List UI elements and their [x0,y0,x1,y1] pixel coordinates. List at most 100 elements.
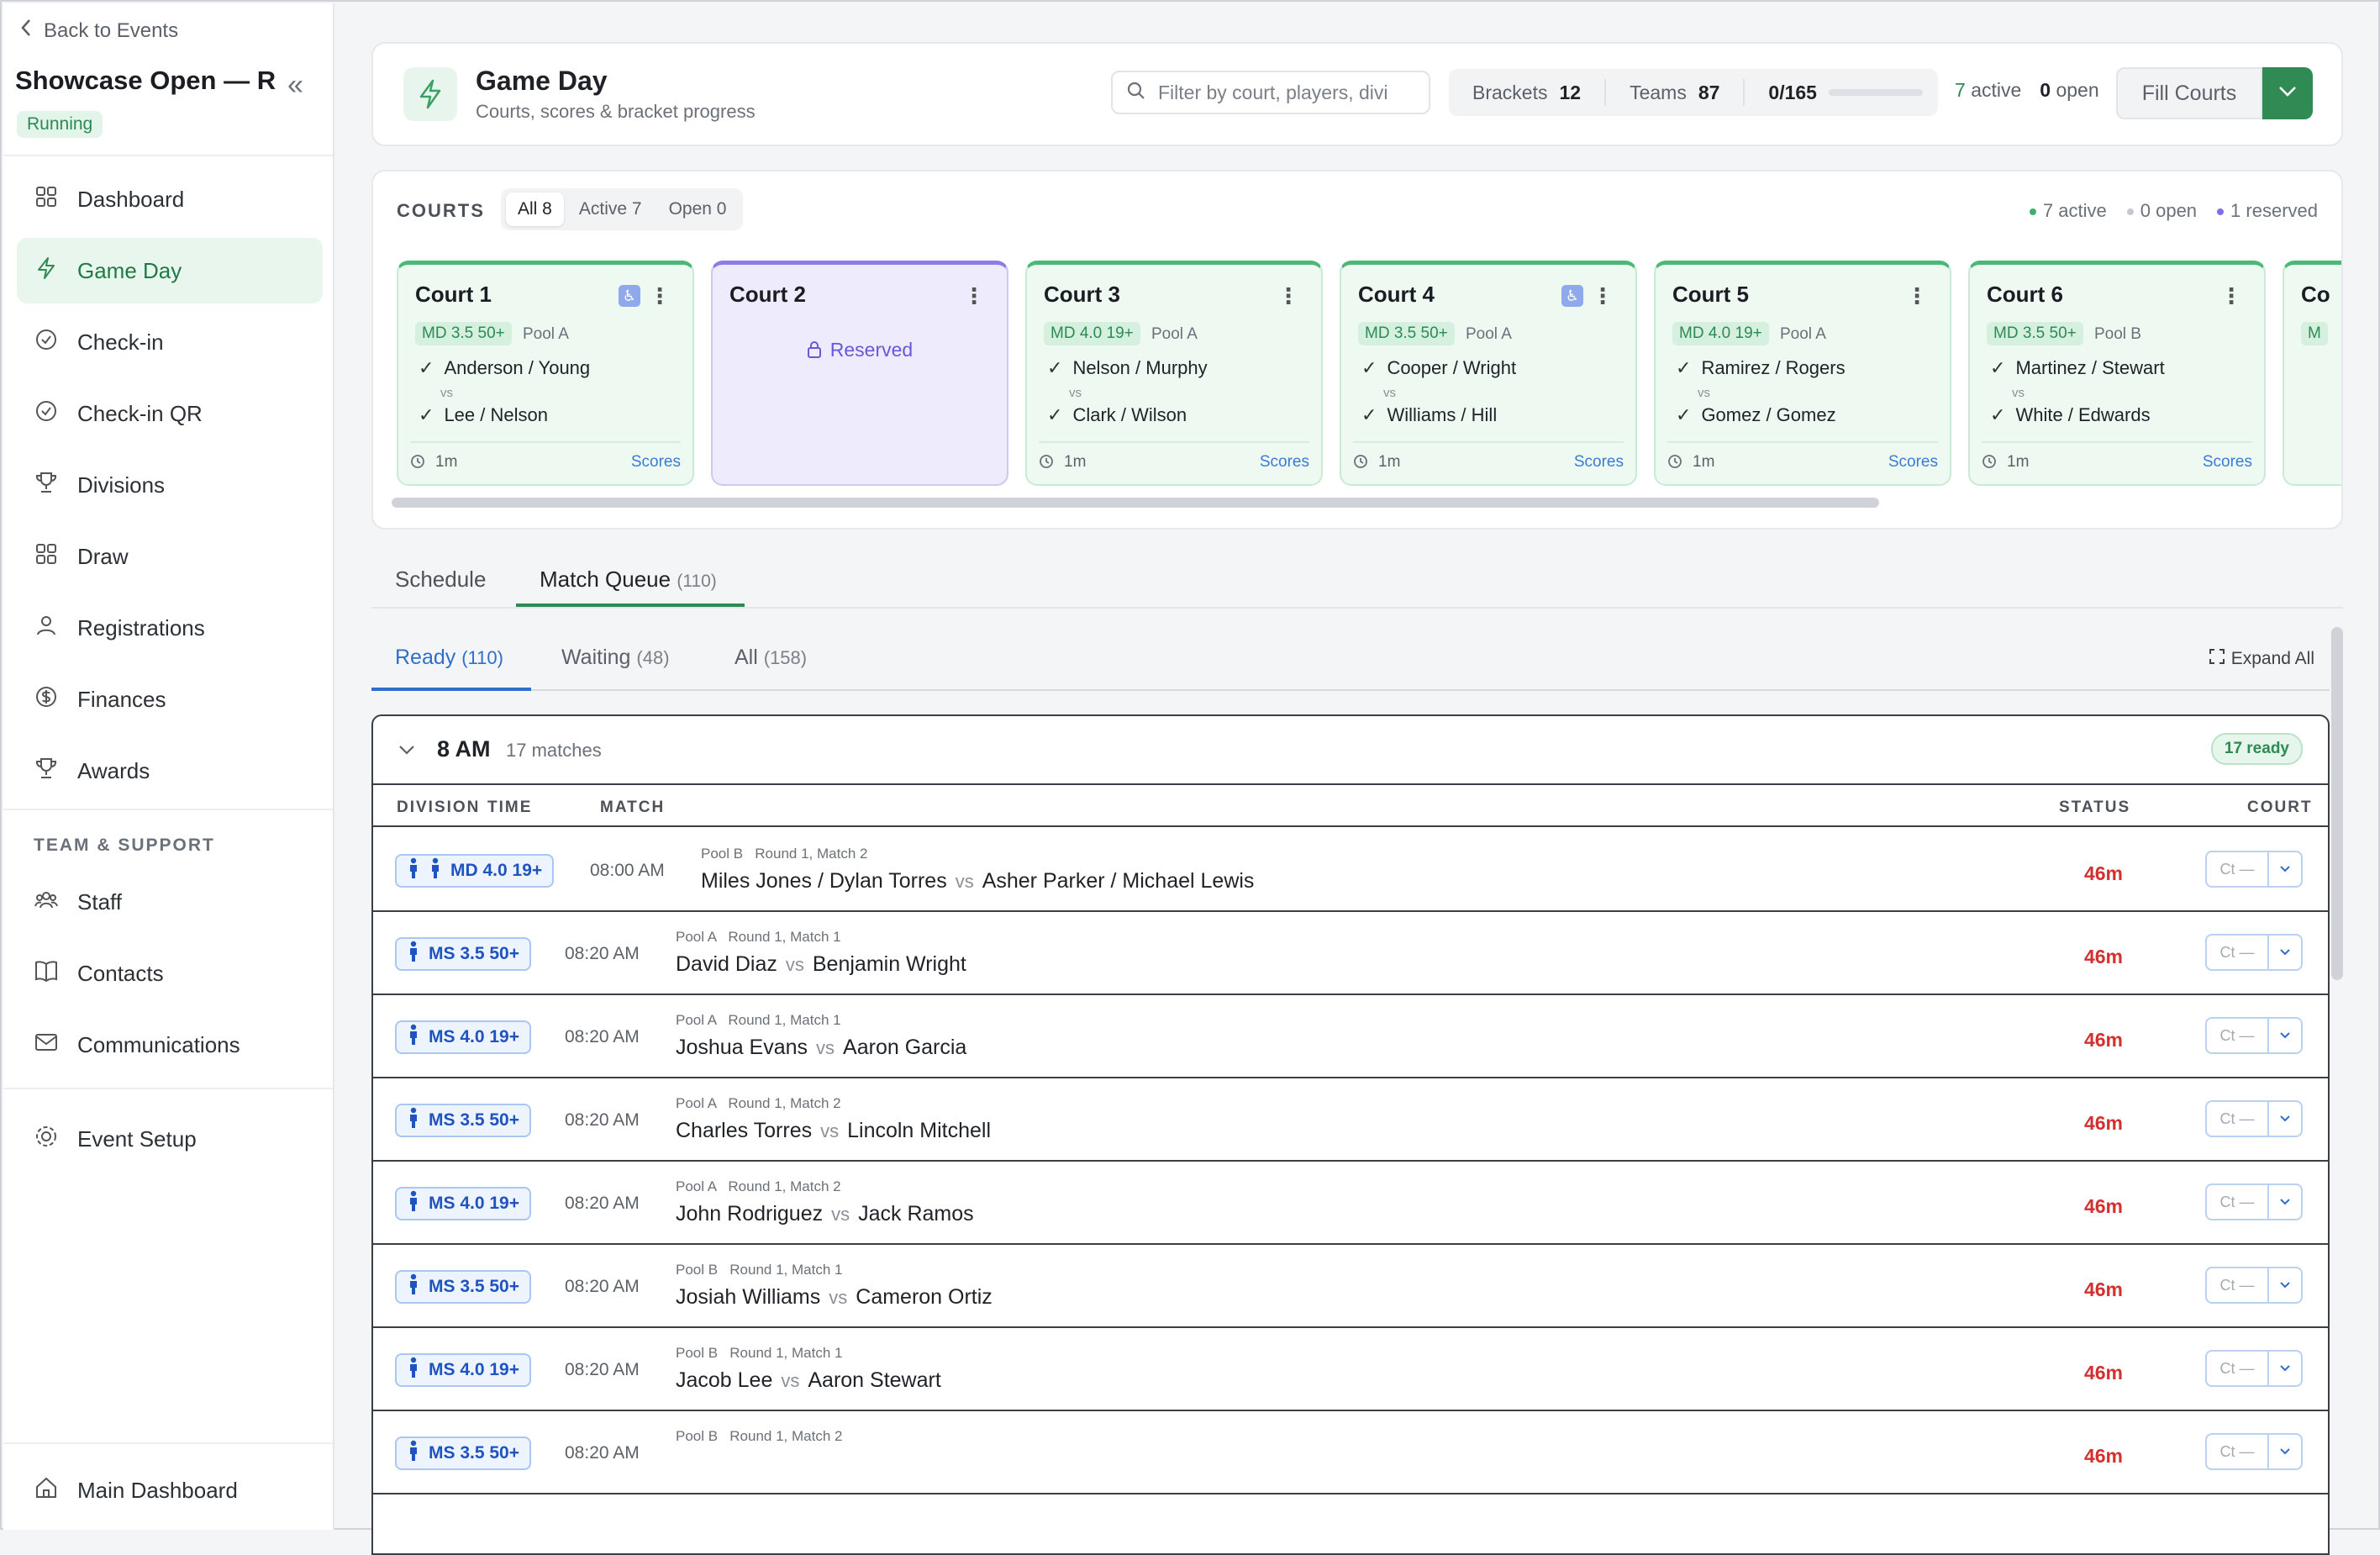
court-select[interactable]: Ct — [2205,1017,2303,1054]
scores-link[interactable]: Scores [1573,453,1624,471]
table-row[interactable]: MD 4.0 19+ 08:00 AM Pool B Round 1, Match … [373,829,2328,912]
vs-label: vs [820,1120,840,1141]
division-badge: MD 4.0 19+ [395,854,555,888]
court-filter-all[interactable]: All 8 [506,192,564,226]
nav-label: Check-in [77,329,164,355]
subtab-label: Waiting [561,646,631,669]
team-2: Lincoln Mitchell [847,1119,992,1142]
wait-status: 46m [2083,1029,2124,1051]
more-options-icon[interactable]: ⋮ [2220,283,2242,308]
chevron-down-icon[interactable] [2269,1435,2301,1468]
match-time: 08:20 AM [565,1027,640,1046]
more-options-icon[interactable]: ⋮ [1592,283,1614,308]
nav-item-check-in[interactable]: Check-in [17,309,323,375]
nav-item-communications[interactable]: Communications [17,1012,323,1078]
court-card[interactable]: Court 5 ⋮ MD 4.0 19+ Pool A ✓ Ramirez / Roger… [1654,261,1951,486]
horizontal-scrollbar[interactable] [392,498,1879,508]
nav-item-registrations[interactable]: Registrations [17,595,323,661]
search-field[interactable] [1111,71,1430,114]
nav-item-game-day[interactable]: Game Day [17,238,323,303]
active-subtab-indicator [371,688,531,691]
search-input[interactable] [1158,81,1402,104]
mail-icon [34,1030,59,1061]
more-options-icon[interactable]: ⋮ [963,283,985,308]
more-options-icon[interactable]: ⋮ [1906,283,1928,308]
chevron-down-icon[interactable] [398,738,415,760]
subtab-all[interactable]: All (158) [735,646,807,670]
chevron-down-icon[interactable] [2269,1102,2301,1136]
division-badge: MS 3.5 50+ [395,1104,531,1137]
back-to-events-link[interactable]: Back to Events [20,18,178,43]
nav-item-staff[interactable]: Staff [17,869,323,935]
court-select[interactable]: Ct — [2205,1350,2303,1387]
scores-link[interactable]: Scores [1259,453,1309,471]
fill-courts-button[interactable]: Fill Courts [2116,67,2262,119]
nav-item-check-in-qr[interactable]: Check-in QR [17,381,323,446]
scores-link[interactable]: Scores [2202,453,2252,471]
team-name: Gomez / Gomez [1701,404,1836,425]
match-group-8am: 8 AM 17 matches 17 ready DIVISION TIME M… [371,714,2330,1555]
grid-icon [34,184,59,215]
event-title: Showcase Open — R... [15,66,276,95]
team-2: Aaron Stewart [808,1368,941,1392]
court-select[interactable]: Ct — [2205,934,2303,971]
court-card[interactable]: Court 1 ⋮ ♿ MD 3.5 50+ Pool A ✓ Anderson / You… [397,261,694,486]
scores-link[interactable]: Scores [1888,453,1938,471]
nav-item-dashboard[interactable]: Dashboard [17,166,323,232]
nav-item-awards[interactable]: Awards [17,738,323,804]
vertical-scrollbar[interactable] [2331,627,2343,980]
expand-all-button[interactable]: Expand All [2209,649,2314,669]
chevron-down-icon[interactable] [2269,1019,2301,1052]
table-row[interactable]: MS 3.5 50+ 08:20 AM Pool B Round 1, Match … [373,1411,2328,1494]
chevron-down-icon[interactable] [2269,936,2301,969]
nav-item-draw[interactable]: Draw [17,524,323,589]
table-row[interactable]: MS 4.0 19+ 08:20 AM Pool A Round 1, Match … [373,995,2328,1078]
court-select[interactable]: Ct — [2205,1100,2303,1137]
court-card[interactable]: Co M [2283,261,2341,486]
fill-courts-dropdown[interactable] [2262,67,2313,119]
chevron-down-icon[interactable] [2269,1268,2301,1302]
table-row[interactable]: MS 4.0 19+ 08:20 AM Pool A Round 1, Match … [373,1162,2328,1245]
tab-match-queue[interactable]: Match Queue (110) [540,567,717,593]
scores-link[interactable]: Scores [630,453,681,471]
match-time: 08:20 AM [565,1194,640,1213]
court-card[interactable]: Court 4 ⋮ ♿ MD 3.5 50+ Pool A ✓ Cooper / Wrigh… [1340,261,1637,486]
nav-item-divisions[interactable]: Divisions [17,452,323,518]
subtab-ready[interactable]: Ready (110) [395,646,503,670]
vs-label: vs [829,1287,848,1308]
chevron-down-icon[interactable] [2269,1352,2301,1385]
court-card[interactable]: Court 6 ⋮ MD 3.5 50+ Pool B ✓ Martinez / Stew… [1968,261,2266,486]
court-card[interactable]: Court 3 ⋮ MD 4.0 19+ Pool A ✓ Nelson / Murphy… [1025,261,1323,486]
more-options-icon[interactable]: ⋮ [1277,283,1299,308]
match-time: 08:00 AM [590,861,665,880]
table-row[interactable]: MS 3.5 50+ 08:20 AM Pool B Round 1, Match … [373,1245,2328,1328]
court-card[interactable]: Court 2 ⋮ Reserved [711,261,1008,486]
nav-item-finances[interactable]: Finances [17,667,323,732]
court-select[interactable]: Ct — [2205,1433,2303,1470]
court-select[interactable]: Ct — [2205,851,2303,888]
courts-label: COURTS [397,200,485,221]
subtab-label: All [735,646,758,669]
court-value: Ct — [2207,1268,2269,1302]
card-footer: 1m Scores [1353,441,1624,472]
court-select[interactable]: Ct — [2205,1267,2303,1304]
court-filter-open[interactable]: Open 0 [668,199,727,219]
vs-label: vs [831,1204,850,1225]
brackets-value: 12 [1559,81,1582,103]
chevron-down-icon[interactable] [2269,852,2301,886]
more-options-icon[interactable]: ⋮ [649,283,671,308]
nav-item-main-dashboard[interactable]: Main Dashboard [17,1457,323,1523]
group-header[interactable]: 8 AM 17 matches 17 ready [373,716,2328,785]
collapse-sidebar-icon[interactable]: « [287,69,303,101]
nav-item-event-setup[interactable]: Event Setup [17,1106,323,1172]
table-row[interactable]: MS 4.0 19+ 08:20 AM Pool B Round 1, Match … [373,1328,2328,1411]
subtab-waiting[interactable]: Waiting (48) [561,646,670,670]
chevron-down-icon[interactable] [2269,1185,2301,1219]
nav-item-contacts[interactable]: Contacts [17,941,323,1006]
table-row[interactable]: MS 3.5 50+ 08:20 AM Pool A Round 1, Match … [373,912,2328,995]
court-filter-active[interactable]: Active 7 [578,199,642,219]
court-select[interactable]: Ct — [2205,1183,2303,1220]
team-name: White / Edwards [2015,404,2151,425]
tab-schedule[interactable]: Schedule [395,567,486,593]
table-row[interactable]: MS 3.5 50+ 08:20 AM Pool A Round 1, Match … [373,1078,2328,1162]
